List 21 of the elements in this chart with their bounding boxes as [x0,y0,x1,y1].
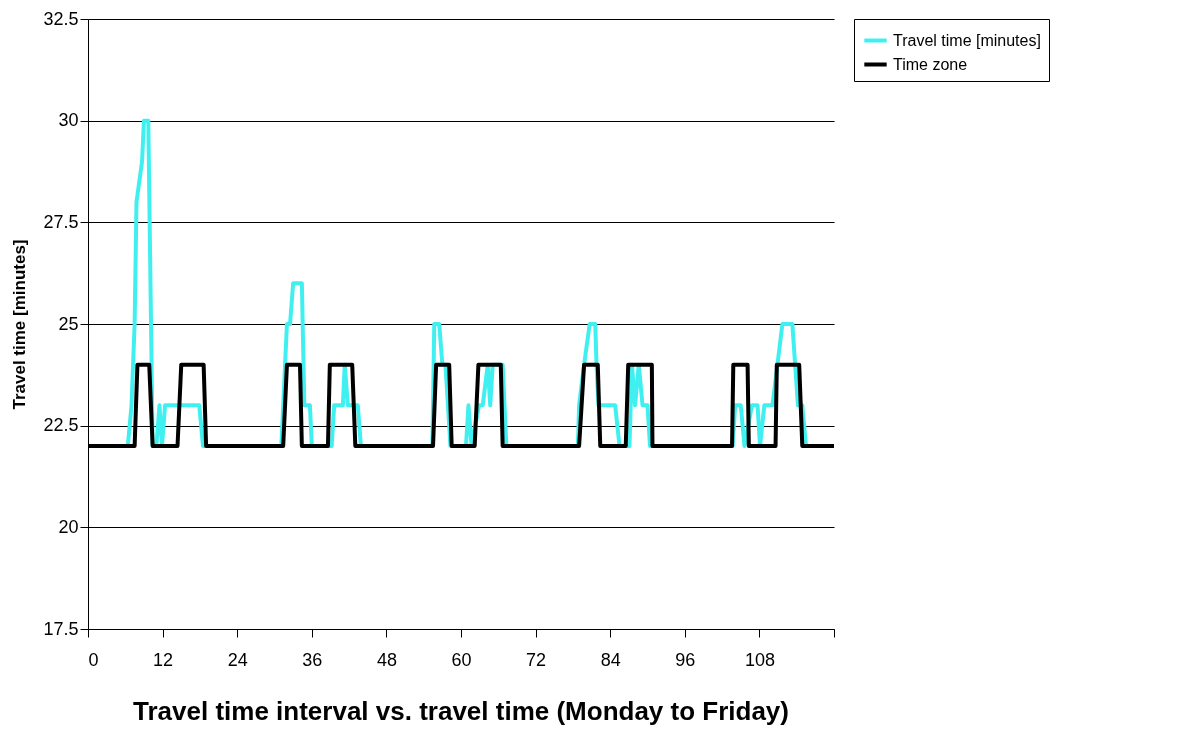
text: Travel time interval vs. travel time (Monday to Friday) [133,696,789,726]
x-tick-label: 0 [88,649,99,670]
y-tick-label: 25 [58,313,79,334]
x-tick-label: 108 [744,649,775,670]
x-tick-label: 72 [526,649,547,670]
y-axis-title: Travel time [minutes] [10,239,30,410]
x-tick-label: 48 [376,649,397,670]
y-tick-label: 32.5 [43,8,79,29]
x-tick-label: 12 [153,649,174,670]
x-tick-label: 84 [600,649,621,670]
legend-label: Travel time [minutes] [893,31,1041,49]
x-tick-label: 24 [227,649,248,670]
x-tick-label: 36 [302,649,323,670]
y-tick-label: 20 [58,516,79,537]
y-tick-label: 27.5 [43,211,79,232]
y-tick-label: 17.5 [43,618,79,639]
y-tick-label: 30 [58,110,79,131]
legend-label: Time zone [893,55,968,73]
x-tick-label: 60 [451,649,472,670]
x-tick-label: 96 [675,649,696,670]
y-tick-label: 22.5 [43,415,79,436]
